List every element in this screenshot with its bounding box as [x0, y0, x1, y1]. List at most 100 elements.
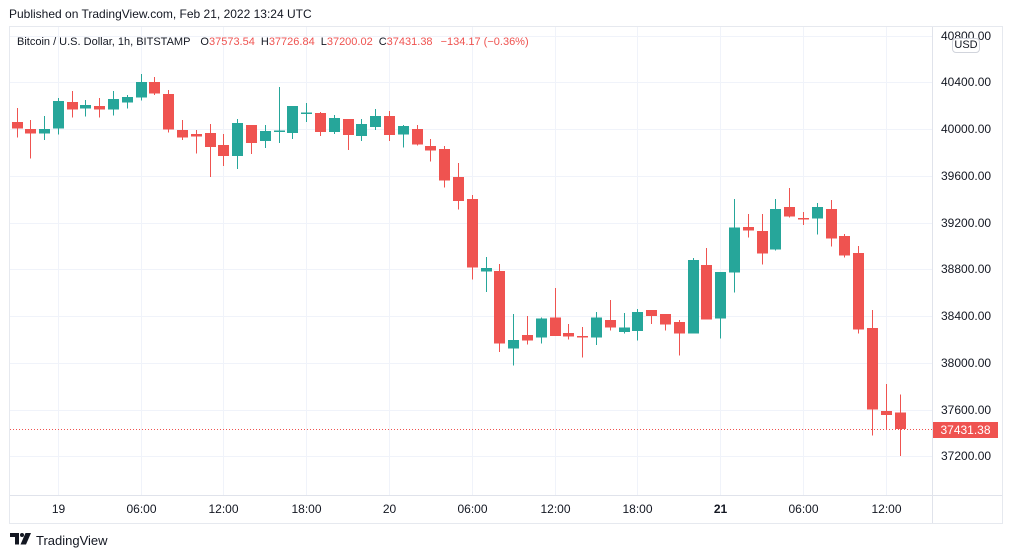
candle-down [12, 107, 23, 138]
candle-down [384, 111, 395, 142]
axis-lines [10, 27, 1002, 523]
tradingview-logo-text: TradingView [36, 533, 108, 548]
candle-down [743, 213, 754, 238]
candle-down [163, 89, 174, 133]
candle-body [80, 105, 91, 109]
candle-body [563, 333, 574, 337]
candle-body [39, 129, 50, 134]
candle-down [494, 263, 505, 352]
candle-body [674, 321, 685, 334]
candle-body [53, 100, 64, 129]
candle-up [53, 98, 64, 135]
time-tick-label: 19 [51, 502, 66, 516]
candle-body [398, 125, 409, 135]
candle-up [508, 314, 519, 366]
last-price-label: 37431.38 [933, 421, 998, 438]
candle-body [881, 411, 892, 415]
price-change: −134.17 (−0.36%) [440, 36, 529, 48]
candle-body [274, 130, 285, 133]
chart-plot-area[interactable] [10, 27, 932, 495]
candle-down [895, 394, 906, 457]
candle-up [329, 114, 340, 135]
candle-body [315, 112, 326, 133]
candle-body [839, 235, 850, 256]
time-tick-label: 06:00 [126, 502, 157, 516]
candle-body [826, 208, 837, 239]
candle-down [839, 233, 850, 258]
candle-up [39, 116, 50, 140]
time-tick-label: 12:00 [871, 502, 902, 516]
candle-down [205, 123, 216, 178]
candle-body [122, 96, 133, 103]
candle-body [715, 271, 726, 319]
candle-body [343, 118, 354, 135]
candle-down [177, 120, 188, 140]
candle-down [798, 211, 809, 225]
candle-down [149, 76, 160, 95]
candle-down [94, 98, 105, 118]
candle-body [149, 82, 160, 94]
time-tick-label: 06:00 [457, 502, 488, 516]
candle-body [591, 317, 602, 338]
candle-body [108, 98, 119, 110]
candle-down [660, 314, 671, 331]
candle-body [246, 125, 257, 144]
candle-down [467, 195, 478, 280]
candle-down [605, 299, 616, 331]
price-tick-label: 37600.00 [941, 403, 992, 417]
time-tick-label: 18:00 [291, 502, 322, 516]
candle-up [136, 73, 147, 101]
candle-body [701, 265, 712, 320]
candle-body [646, 310, 657, 316]
candle-down [577, 326, 588, 358]
candle-body [508, 340, 519, 349]
candle-body [494, 271, 505, 344]
candle-up [770, 199, 781, 251]
high-label: H [260, 36, 269, 48]
low-label: L [320, 36, 327, 48]
candle-body [384, 116, 395, 135]
candle-body [94, 105, 105, 110]
candle-down [439, 146, 450, 188]
currency-badge[interactable]: USD [952, 38, 980, 53]
candle-body [743, 226, 754, 231]
symbol-title[interactable]: Bitcoin / U.S. Dollar, 1h, BITSTAMP [17, 36, 191, 48]
candle-up [729, 199, 740, 293]
time-tick-label: 21 [713, 502, 728, 516]
price-tick-label: 37200.00 [941, 449, 992, 463]
candle-down [453, 163, 464, 210]
candle-body [550, 317, 561, 336]
candle-up [108, 91, 119, 116]
candle-down [701, 247, 712, 320]
candle-down [425, 139, 436, 162]
open-label: O [200, 36, 209, 48]
candle-body [356, 123, 367, 137]
close-label: C [378, 36, 387, 48]
candle-down [563, 323, 574, 340]
time-tick-label: 12:00 [208, 502, 239, 516]
candle-body [439, 148, 450, 181]
time-tick-label: 06:00 [788, 502, 819, 516]
candle-body [12, 121, 23, 129]
candle-up [715, 271, 726, 339]
candle-up [632, 308, 643, 341]
footer-branding: TradingView [10, 533, 108, 549]
candle-body [577, 335, 588, 338]
candle-body [632, 312, 643, 331]
candle-body [25, 129, 36, 134]
candle-body [605, 319, 616, 328]
candle-up [260, 125, 271, 149]
low-value: 37200.02 [326, 36, 373, 48]
candle-body [329, 118, 340, 133]
candle-body [412, 129, 423, 145]
candle-down [646, 310, 657, 324]
candle-down [853, 245, 864, 334]
candle-down [881, 384, 892, 430]
price-tick-label: 39600.00 [941, 169, 992, 183]
candle-up [481, 256, 492, 292]
candle-body [67, 102, 78, 110]
candle-body [191, 134, 202, 137]
candle-up [536, 317, 547, 344]
price-tick-label: 38800.00 [941, 262, 992, 276]
